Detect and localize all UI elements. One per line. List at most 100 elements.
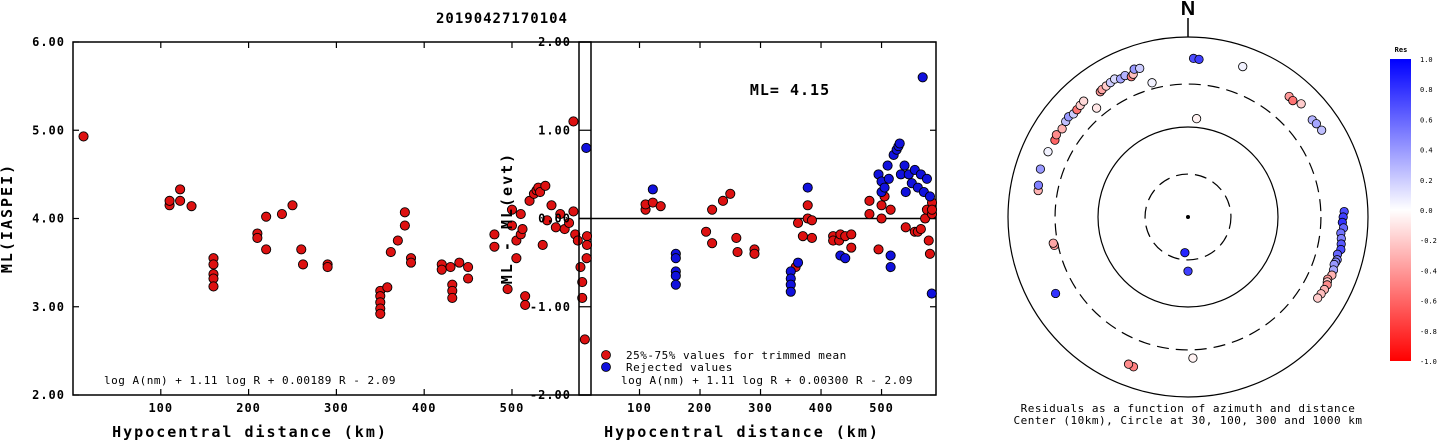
station-residual — [1180, 248, 1190, 258]
data-point — [463, 273, 474, 284]
data-point — [579, 334, 590, 345]
data-point — [900, 186, 911, 198]
data-point — [732, 246, 743, 258]
data-point — [885, 250, 896, 261]
data-point — [375, 308, 386, 319]
colorbar-tick-label: -0.4 — [1420, 267, 1437, 275]
x-tick-label: 200 — [236, 401, 261, 415]
data-point — [846, 229, 857, 240]
data-point — [296, 244, 307, 255]
data-point — [670, 279, 681, 290]
station-residual — [1288, 95, 1298, 106]
data-point — [900, 222, 911, 233]
y-tick-label: 2.00 — [32, 388, 65, 402]
data-point — [707, 238, 718, 249]
station-residual — [1048, 238, 1058, 248]
data-point — [399, 207, 410, 218]
data-point — [520, 291, 531, 302]
y-tick-label: -2.00 — [530, 388, 571, 402]
data-point — [175, 184, 186, 195]
colorbar-tick-label: 1.0 — [1420, 56, 1433, 64]
data-point — [655, 201, 666, 212]
data-point — [876, 213, 887, 224]
data-point — [577, 276, 588, 288]
data-point — [520, 299, 531, 311]
data-point — [297, 259, 309, 270]
x-tick-label: 100 — [627, 401, 652, 415]
data-point — [454, 257, 465, 268]
x-tick-label: 400 — [809, 401, 834, 415]
station-residual — [1194, 54, 1204, 64]
data-point — [506, 204, 518, 215]
colorbar — [1390, 59, 1411, 361]
data-point — [463, 261, 474, 273]
ml-vs-distance-chart: 2.00 3.00 4.00 5.00 6.00 100 200 300 400 500 log… — [0, 35, 593, 441]
colorbar-tick-label: 0.2 — [1420, 177, 1433, 185]
data-point — [506, 220, 518, 231]
ml-annotation: ML= 4.15 — [750, 81, 830, 99]
data-point — [581, 231, 593, 242]
x-tick-label: 300 — [324, 401, 349, 415]
station-residual — [1135, 63, 1145, 73]
distance-ring — [1097, 126, 1279, 308]
y-tick-label: 1.00 — [538, 123, 571, 137]
data-point — [846, 242, 857, 253]
data-point — [924, 248, 935, 259]
station-residual — [1317, 125, 1327, 135]
colorbar-tick-label: 0.6 — [1420, 116, 1433, 124]
data-point — [436, 264, 447, 275]
data-point — [731, 232, 742, 243]
y-axis-label: ML - ML(evt) — [498, 152, 516, 284]
data-point — [287, 200, 298, 211]
y-tick-label: 3.00 — [32, 300, 65, 314]
data-point — [511, 253, 522, 264]
data-point — [926, 204, 938, 215]
data-point — [899, 160, 910, 171]
data-point — [575, 261, 586, 273]
data-point — [879, 182, 890, 193]
distance-ring — [1007, 36, 1369, 398]
caption-line: Center (10km), Circle at 30, 100, 300 an… — [1013, 414, 1362, 427]
station-residual — [1033, 180, 1044, 190]
data-point — [186, 201, 197, 212]
data-point — [399, 220, 410, 231]
station-residual — [1311, 119, 1321, 129]
data-point — [917, 72, 928, 83]
formula-label: log A(nm) + 1.11 log R + 0.00189 R - 2.0… — [104, 374, 396, 387]
x-tick-label: 500 — [869, 401, 894, 415]
data-point — [555, 209, 566, 220]
colorbar-title: Res — [1395, 46, 1408, 54]
figure-title: 20190427170104 — [436, 11, 568, 27]
y-tick-label: 0.00 — [538, 212, 571, 226]
data-point — [725, 188, 736, 199]
colorbar-tick-label: 0.8 — [1420, 86, 1433, 94]
data-point — [785, 286, 796, 297]
data-point — [502, 284, 513, 295]
y-tick-label: 5.00 — [32, 123, 65, 137]
data-point — [894, 138, 905, 149]
station-residual — [1050, 288, 1061, 299]
data-point — [276, 209, 288, 220]
data-point — [568, 206, 579, 217]
x-tick-label: 300 — [748, 401, 773, 415]
data-point — [515, 209, 526, 220]
data-point — [489, 241, 500, 252]
data-point — [797, 231, 808, 242]
data-point — [670, 253, 681, 264]
y-axis-label: ML(IASPEI) — [0, 163, 16, 273]
colorbar-tick-label: 0.0 — [1420, 207, 1433, 215]
distance-ring — [1144, 173, 1232, 261]
data-point — [876, 200, 887, 211]
station-residual — [1092, 103, 1102, 113]
x-axis-label: Hypocentral distance (km) — [112, 423, 388, 441]
data-point — [517, 224, 528, 235]
data-point — [542, 215, 553, 226]
x-tick-label: 100 — [148, 401, 173, 415]
data-point — [208, 281, 219, 292]
distance-ring — [1054, 83, 1322, 351]
data-point — [447, 292, 458, 303]
data-point — [252, 232, 263, 243]
data-point — [885, 204, 896, 215]
station-residual — [1188, 353, 1198, 363]
y-tick-label: 4.00 — [32, 212, 65, 226]
